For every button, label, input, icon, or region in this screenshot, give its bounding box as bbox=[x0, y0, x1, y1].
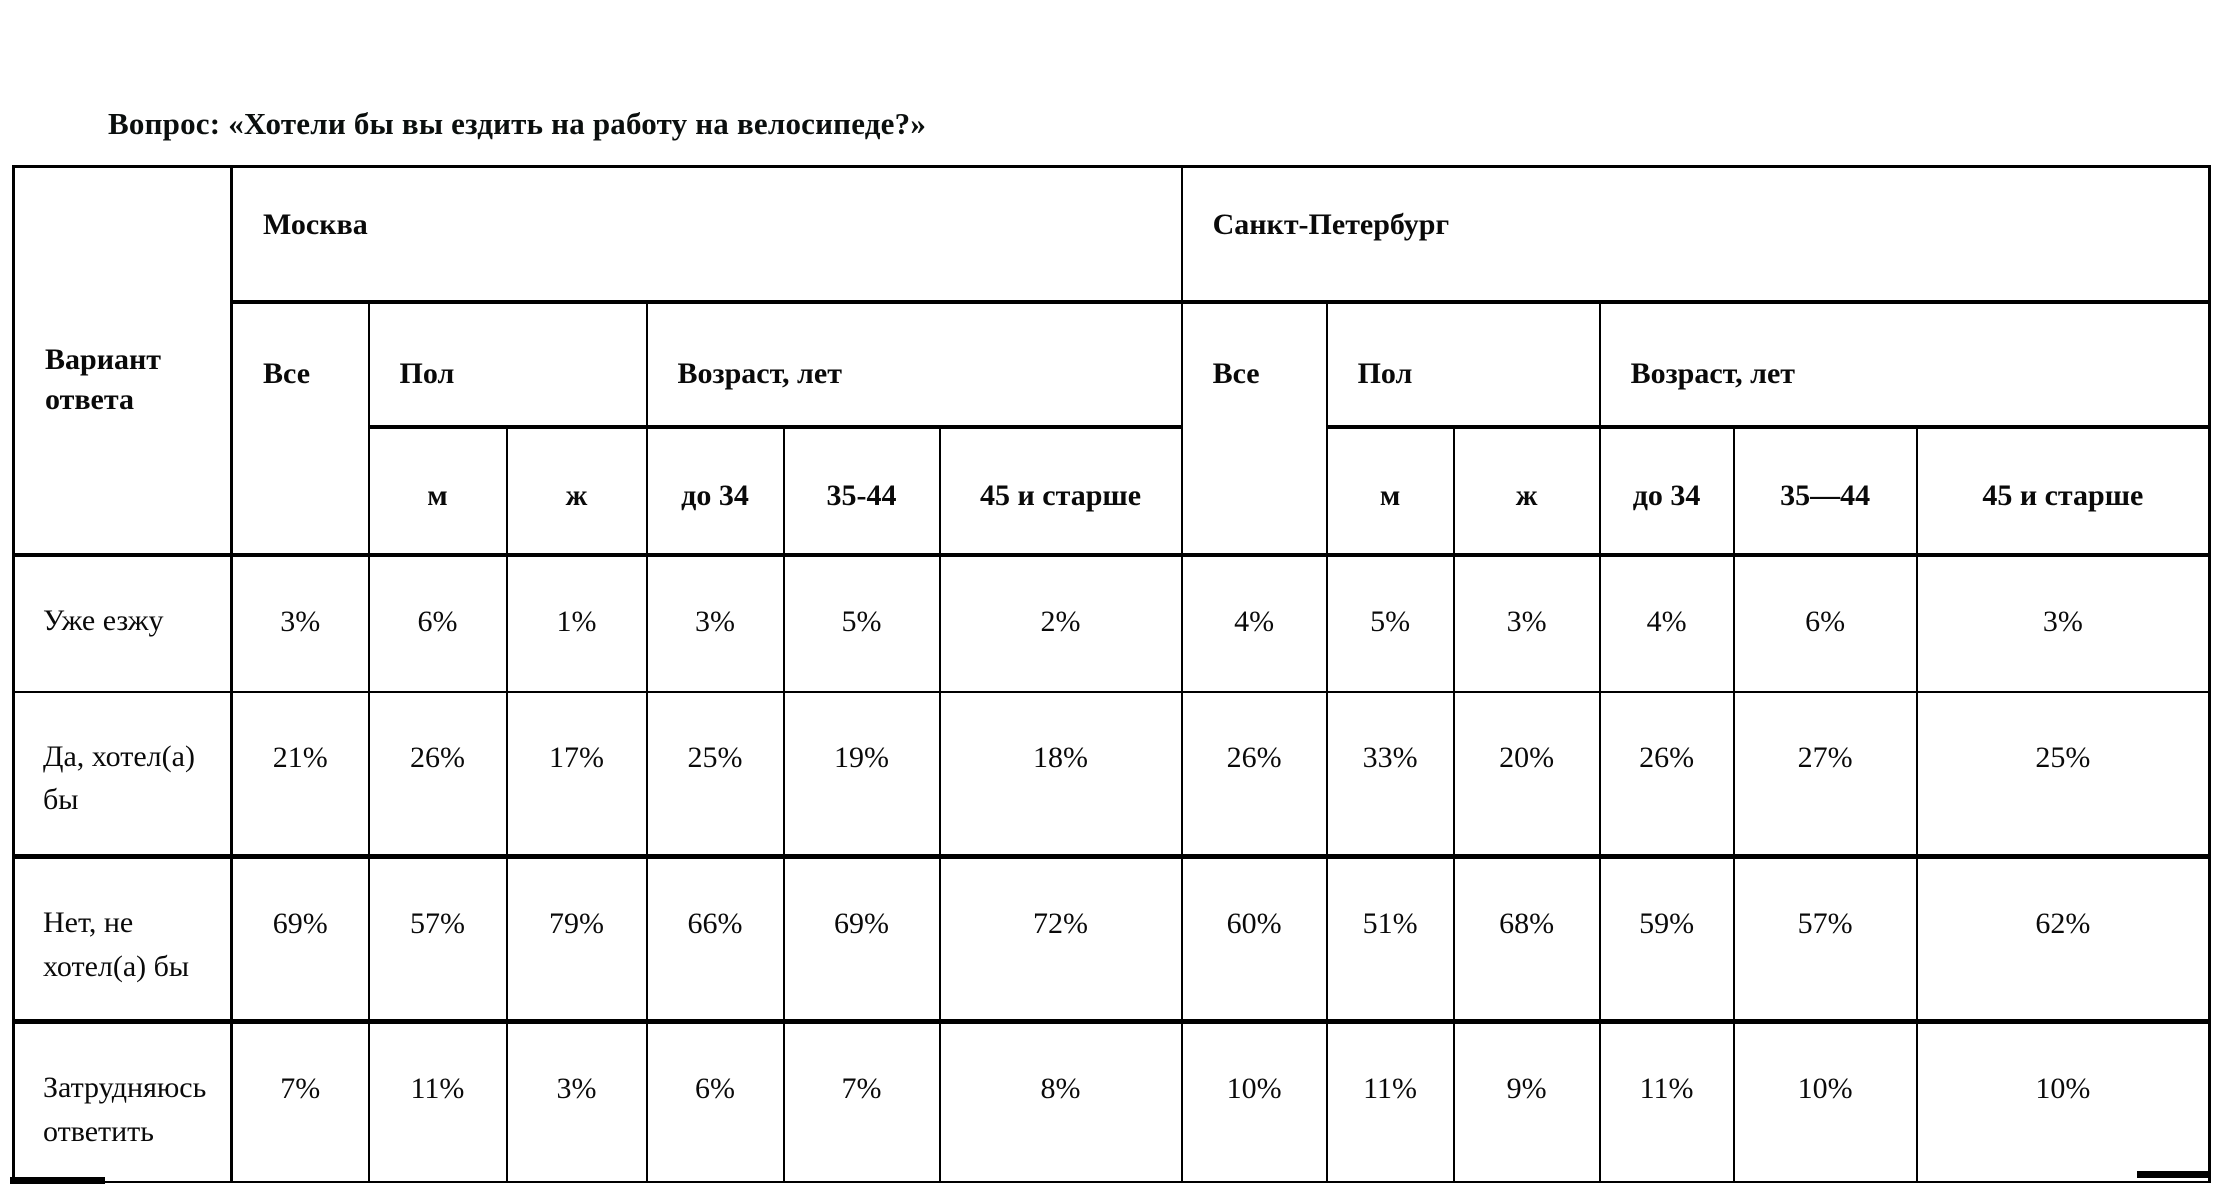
data-cell: 1% bbox=[505, 553, 648, 693]
data-cell: 18% bbox=[938, 690, 1183, 859]
header-cell-spb-under34: до 34 bbox=[1598, 425, 1735, 557]
data-cell: 4% bbox=[1598, 553, 1735, 693]
table-row-no-would-not: Нет, не хотел(а) бы 69% 57% 79% 66% 69% … bbox=[12, 855, 2211, 1024]
data-cell: 11% bbox=[1325, 1020, 1455, 1183]
data-cell: 3% bbox=[645, 553, 785, 693]
data-cell: 66% bbox=[645, 855, 785, 1024]
data-cell: 3% bbox=[1452, 553, 1601, 693]
header-cell-moscow-female: ж bbox=[505, 425, 648, 557]
data-cell: 6% bbox=[1732, 553, 1918, 693]
data-cell: 69% bbox=[782, 855, 941, 1024]
data-cell: 2% bbox=[938, 553, 1183, 693]
header-row-subcategories: м ж до 34 35-44 45 и старше м ж до 34 35… bbox=[14, 425, 2211, 557]
data-cell: 3% bbox=[505, 1020, 648, 1183]
header-cell-moscow-male: м bbox=[367, 425, 508, 557]
data-cell: 7% bbox=[230, 1020, 370, 1183]
data-cell: 69% bbox=[230, 855, 370, 1024]
header-cell-city-spb: Санкт-Петербург bbox=[1180, 165, 2211, 304]
data-cell: 57% bbox=[367, 855, 508, 1024]
header-cell-spb-all: Все bbox=[1180, 300, 1328, 557]
row-label: Уже езжу bbox=[12, 553, 233, 693]
data-cell: 21% bbox=[230, 690, 370, 859]
table-row-hard-to-answer: Затрудняюсь ответить 7% 11% 3% 6% 7% 8% … bbox=[12, 1020, 2211, 1183]
data-cell: 3% bbox=[1915, 553, 2211, 693]
data-cell: 62% bbox=[1915, 855, 2211, 1024]
data-cell: 5% bbox=[782, 553, 941, 693]
data-cell: 59% bbox=[1598, 855, 1735, 1024]
data-cell: 26% bbox=[1598, 690, 1735, 859]
data-cell: 51% bbox=[1325, 855, 1455, 1024]
data-cell: 4% bbox=[1180, 553, 1328, 693]
data-cell: 8% bbox=[938, 1020, 1183, 1183]
data-cell: 25% bbox=[645, 690, 785, 859]
data-cell: 57% bbox=[1732, 855, 1918, 1024]
data-cell: 6% bbox=[645, 1020, 785, 1183]
header-cell-spb-female: ж bbox=[1452, 425, 1601, 557]
data-cell: 26% bbox=[1180, 690, 1328, 859]
data-cell: 17% bbox=[505, 690, 648, 859]
data-cell: 68% bbox=[1452, 855, 1601, 1024]
data-cell: 10% bbox=[1732, 1020, 1918, 1183]
header-cell-spb-gender: Пол bbox=[1325, 300, 1601, 429]
header-cell-moscow-all: Все bbox=[230, 300, 370, 557]
header-cell-spb-35-44: 35—44 bbox=[1732, 425, 1918, 557]
header-cell-spb-male: м bbox=[1325, 425, 1455, 557]
survey-question-title: Вопрос: «Хотели бы вы ездить на работу н… bbox=[108, 106, 927, 141]
data-cell: 11% bbox=[367, 1020, 508, 1183]
data-cell: 25% bbox=[1915, 690, 2211, 859]
row-label: Да, хотел(а) бы bbox=[12, 690, 233, 859]
data-cell: 9% bbox=[1452, 1020, 1601, 1183]
header-row-categories: Все Пол Возраст, лет Все Пол Возраст, ле… bbox=[14, 300, 2211, 557]
data-cell: 20% bbox=[1452, 690, 1601, 859]
scan-artifact-bottom-right bbox=[2137, 1171, 2211, 1178]
header-cell-moscow-gender: Пол bbox=[367, 300, 648, 429]
data-cell: 27% bbox=[1732, 690, 1918, 859]
table-row-already-riding: Уже езжу 3% 6% 1% 3% 5% 2% 4% 5% 3% 4% 6… bbox=[12, 553, 2211, 693]
data-cell: 72% bbox=[938, 855, 1183, 1024]
corner-header-answer-option: Вариант ответа bbox=[12, 165, 233, 557]
data-cell: 11% bbox=[1598, 1020, 1735, 1183]
row-label: Нет, не хотел(а) бы bbox=[12, 855, 233, 1024]
data-cell: 33% bbox=[1325, 690, 1455, 859]
header-cell-spb-age: Возраст, лет bbox=[1598, 300, 2211, 429]
data-cell: 3% bbox=[230, 553, 370, 693]
data-cell: 5% bbox=[1325, 553, 1455, 693]
survey-results-table: Вариант ответа Москва Санкт-Петербург Вс… bbox=[12, 165, 2212, 1183]
table-row-yes-would-like: Да, хотел(а) бы 21% 26% 17% 25% 19% 18% … bbox=[12, 690, 2211, 859]
data-cell: 79% bbox=[505, 855, 648, 1024]
header-cell-moscow-45plus: 45 и старше bbox=[938, 425, 1183, 557]
header-cell-moscow-under34: до 34 bbox=[645, 425, 785, 557]
header-cell-moscow-age: Возраст, лет bbox=[645, 300, 1183, 429]
header-cell-city-moscow: Москва bbox=[230, 165, 1183, 304]
data-cell: 6% bbox=[367, 553, 508, 693]
header-cell-moscow-35-44: 35-44 bbox=[782, 425, 941, 557]
data-cell: 7% bbox=[782, 1020, 941, 1183]
scan-artifact-bottom-left bbox=[10, 1177, 105, 1184]
data-cell: 60% bbox=[1180, 855, 1328, 1024]
data-cell: 19% bbox=[782, 690, 941, 859]
header-cell-spb-45plus: 45 и старше bbox=[1915, 425, 2211, 557]
data-cell: 26% bbox=[367, 690, 508, 859]
data-cell: 10% bbox=[1915, 1020, 2211, 1183]
header-row-cities: Вариант ответа Москва Санкт-Петербург bbox=[12, 165, 2211, 557]
row-label: Затрудняюсь ответить bbox=[12, 1020, 233, 1183]
data-cell: 10% bbox=[1180, 1020, 1328, 1183]
